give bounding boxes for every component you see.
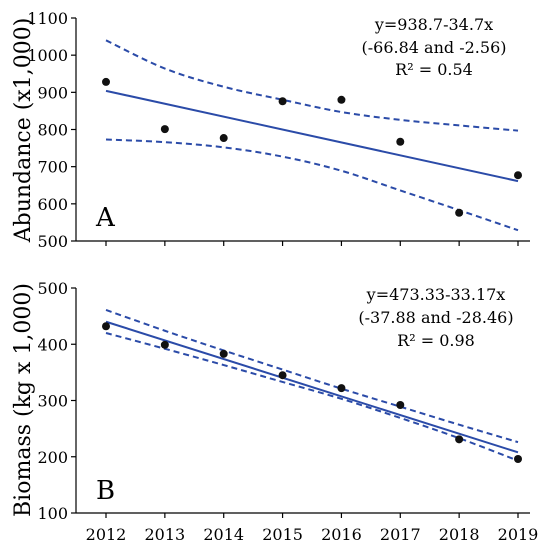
- data-point: [219, 134, 228, 143]
- y-tick-label: 1100: [27, 9, 68, 28]
- y-tick-label: 900: [37, 83, 68, 102]
- data-point: [455, 435, 464, 444]
- y-tick-label: 400: [37, 335, 68, 354]
- y-tick-label: 800: [37, 121, 68, 140]
- y-tick-label: 600: [37, 195, 68, 214]
- y-axis-title: Abundance (x1,000): [11, 18, 36, 244]
- data-point: [278, 371, 287, 380]
- regression-annotation: R² = 0.54: [395, 60, 473, 79]
- data-point: [102, 77, 110, 86]
- panel-letter: A: [95, 203, 116, 233]
- x-tick-label: 2014: [203, 525, 244, 544]
- x-tick-label: 2017: [380, 525, 421, 544]
- regression-annotation: R² = 0.98: [397, 331, 475, 350]
- x-tick-label: 2013: [144, 525, 185, 544]
- panel-letter: B: [96, 476, 115, 506]
- ci-lower-line: [105, 332, 519, 462]
- panel-b: 100 200 300 400 500 2012 2013 2014 2015 2016 2017 2…: [11, 279, 538, 544]
- data-point: [396, 137, 405, 146]
- data-point: [219, 349, 228, 358]
- y-tick-label: 500: [37, 232, 68, 251]
- data-point: [514, 171, 522, 180]
- data-point: [455, 208, 464, 217]
- x-tick-label: 2019: [498, 525, 539, 544]
- regression-annotation: (-66.84 and -2.56): [362, 38, 507, 57]
- x-tick-label: 2015: [262, 525, 303, 544]
- ci-upper-line: [105, 308, 519, 444]
- y-tick-label: 700: [37, 158, 68, 177]
- x-tick-label: 2012: [86, 525, 127, 544]
- data-point: [337, 384, 346, 393]
- y-tick-label: 500: [37, 279, 68, 298]
- y-tick-label: 200: [37, 448, 68, 467]
- data-point: [278, 97, 287, 106]
- y-tick-label: 100: [37, 504, 68, 523]
- data-point: [160, 340, 169, 349]
- ci-lower-line: [105, 138, 519, 232]
- regression-annotation: y=473.33-33.17x: [366, 285, 506, 304]
- y-tick-label: 1000: [27, 46, 68, 65]
- x-tick-label: 2016: [321, 525, 362, 544]
- regression-annotation: y=938.7-34.7x: [374, 15, 493, 34]
- y-tick-label: 300: [37, 392, 68, 411]
- data-point: [396, 401, 405, 409]
- regression-annotation: (-37.88 and -28.46): [358, 308, 513, 327]
- y-axis-title: Biomass (kg x 1,000): [11, 283, 36, 517]
- data-point: [160, 125, 169, 134]
- data-point: [514, 455, 522, 463]
- data-point: [337, 95, 346, 104]
- ci-upper-line: [105, 39, 519, 132]
- x-tick-label: 2018: [439, 525, 480, 544]
- regression-line: [105, 320, 519, 454]
- regression-line: [105, 89, 519, 183]
- data-point: [102, 322, 110, 331]
